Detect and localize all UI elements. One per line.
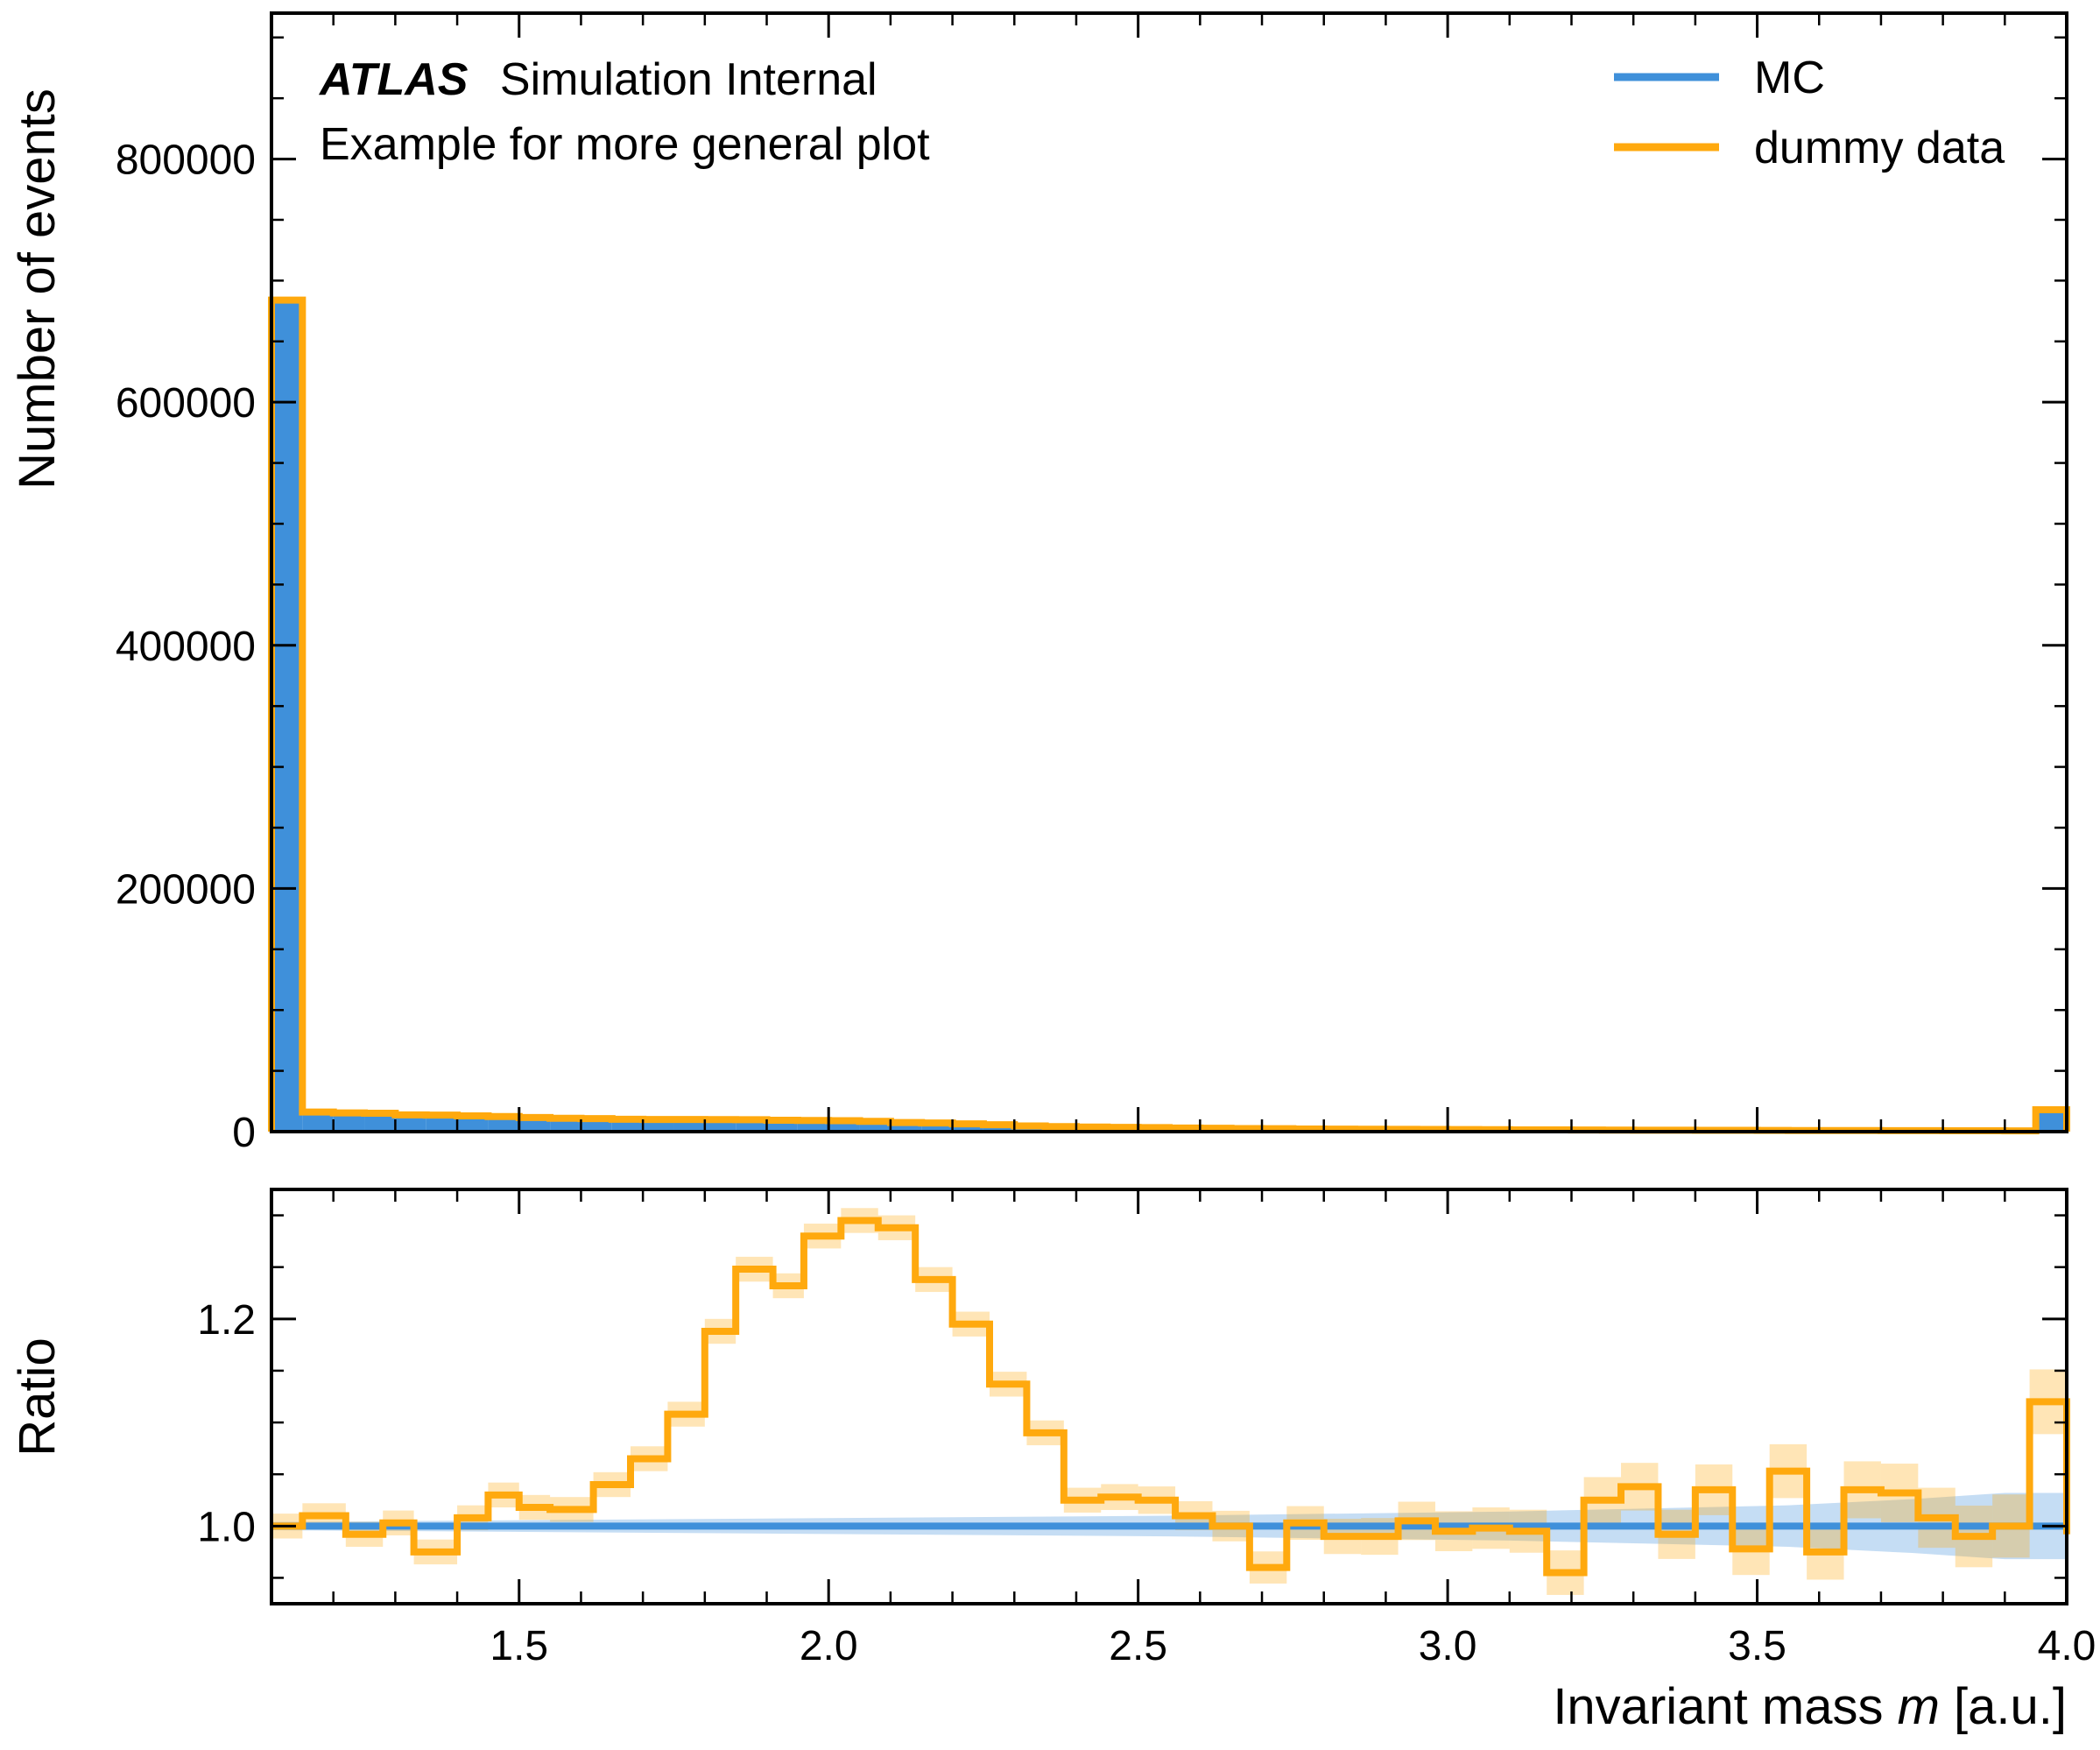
mc-bar	[488, 1117, 519, 1132]
mc-bar	[890, 1124, 922, 1132]
mc-bar	[426, 1115, 458, 1132]
mc-bar	[952, 1126, 983, 1132]
mc-bar	[581, 1118, 612, 1132]
legend-label-dummy-data: dummy data	[1754, 123, 2005, 173]
mc-bar	[333, 1112, 365, 1132]
atlas-label: ATLAS Simulation Internal	[318, 54, 877, 105]
mc-bar	[797, 1123, 829, 1132]
ratio-panel: 1.0 1.2 1.5 2.0 2.5 3.0 3.5 4.0 Ratio Invariant…	[9, 1188, 2096, 1735]
x-tick-label: 2.0	[800, 1623, 858, 1669]
legend-label-mc: MC	[1754, 53, 1825, 103]
main-panel-frame	[270, 11, 2068, 1133]
mc-bar	[736, 1122, 767, 1132]
mc-bar	[828, 1123, 860, 1132]
x-tick-label: 2.5	[1109, 1623, 1167, 1669]
ratio-y-axis-title: Ratio	[9, 1337, 66, 1456]
dummy-data-ratio-step-line	[271, 1217, 2070, 1577]
x-axis-title-unit: [a.u.]	[1940, 1678, 2067, 1735]
mc-bar	[643, 1120, 674, 1132]
legend: MC dummy data	[1614, 53, 2005, 173]
x-axis-title-variable: m	[1898, 1678, 1940, 1735]
main-y-tick-label: 800000	[116, 138, 256, 184]
main-y-tick-label: 0	[232, 1110, 256, 1156]
mc-bar	[271, 302, 303, 1132]
ratio-marks	[271, 1208, 2070, 1595]
atlas-experiment: ATLAS	[318, 54, 469, 105]
x-tick-label: 1.5	[490, 1623, 548, 1669]
mc-bar	[859, 1124, 891, 1132]
x-tick-label: 3.5	[1728, 1623, 1786, 1669]
ratio-y-tick-label: 1.2	[197, 1297, 256, 1344]
main-histogram-marks	[268, 296, 2070, 1135]
x-axis-title-prefix: Invariant mass	[1553, 1678, 1897, 1735]
mc-bar	[766, 1122, 798, 1132]
mc-bar	[921, 1125, 953, 1132]
x-axis-title: Invariant mass m [a.u.]	[1553, 1678, 2067, 1735]
ratio-panel-frame	[270, 1188, 2068, 1605]
mc-bar	[364, 1113, 396, 1132]
main-y-axis-title: Number of events	[9, 88, 66, 490]
dummy-data-step-line	[268, 296, 2070, 1135]
main-y-tick-label: 200000	[116, 866, 256, 913]
main-panel: 0 200000 400000 600000 800000 Number of even…	[9, 11, 2070, 1156]
mc-bar	[2035, 1111, 2067, 1132]
ratio-y-tick-label: 1.0	[197, 1504, 256, 1550]
x-tick-label: 3.0	[1419, 1623, 1477, 1669]
plot-subtitle: Example for more general plot	[320, 119, 930, 170]
mc-bar	[673, 1120, 705, 1132]
main-ticks: 0 200000 400000 600000 800000	[116, 13, 2068, 1156]
x-tick-label: 4.0	[2038, 1623, 2096, 1669]
mc-bar	[983, 1126, 1015, 1132]
ratio-ticks: 1.0 1.2 1.5 2.0 2.5 3.0 3.5 4.0	[197, 1189, 2096, 1669]
mc-bar	[395, 1114, 426, 1132]
atlas-status: Simulation Internal	[500, 54, 877, 105]
mc-bar	[457, 1116, 489, 1132]
mc-bar	[704, 1121, 736, 1132]
main-y-tick-label: 400000	[116, 624, 256, 670]
main-y-tick-label: 600000	[116, 380, 256, 427]
mc-bar	[518, 1118, 551, 1132]
mc-bar	[302, 1111, 334, 1132]
